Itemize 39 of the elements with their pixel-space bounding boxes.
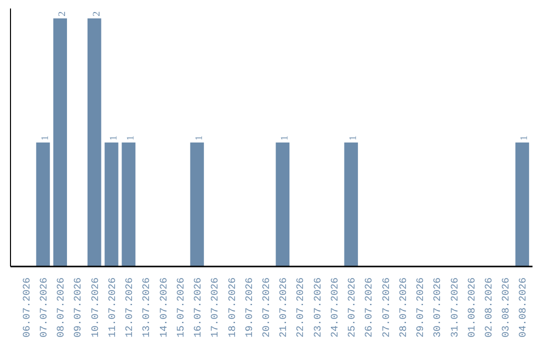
- x-tick-label: 13.07.2026: [142, 277, 154, 338]
- x-tick-label: 07.07.2026: [40, 277, 51, 338]
- x-tick-label: 25.07.2026: [348, 277, 359, 338]
- x-tick-label: 15.07.2026: [176, 277, 188, 338]
- x-tick-label: 03.08.2026: [502, 277, 513, 338]
- x-tick-label: 16.07.2026: [194, 277, 205, 338]
- x-tick-label: 24.07.2026: [330, 277, 342, 338]
- x-tick-label: 14.07.2026: [159, 277, 170, 338]
- data-label: 2: [57, 11, 68, 16]
- x-tick-label: 10.07.2026: [90, 277, 102, 338]
- x-tick-label: 27.07.2026: [382, 277, 393, 338]
- x-tick-label: 02.08.2026: [484, 277, 496, 338]
- x-tick-label: 19.07.2026: [244, 277, 256, 338]
- x-tick-label: 28.07.2026: [398, 277, 410, 338]
- x-tick-label: 11.07.2026: [108, 277, 119, 338]
- data-label: 1: [194, 135, 206, 140]
- x-tick-label: 22.07.2026: [296, 277, 308, 338]
- x-tick-label: 01.08.2026: [467, 277, 478, 338]
- data-label: 1: [519, 135, 530, 140]
- x-tick-label: 26.07.2026: [364, 277, 376, 338]
- x-tick-label: 06.07.2026: [22, 277, 34, 338]
- x-tick-label: 09.07.2026: [74, 277, 85, 338]
- x-tick-label: 17.07.2026: [210, 277, 222, 338]
- data-label: 1: [108, 135, 120, 140]
- data-label: 1: [348, 135, 360, 140]
- x-tick-label: 31.07.2026: [450, 277, 462, 338]
- x-tick-label: 12.07.2026: [125, 277, 136, 338]
- x-tick-label: 20.07.2026: [262, 277, 274, 338]
- data-label: 1: [126, 135, 137, 140]
- data-label: 1: [280, 135, 291, 140]
- x-tick-label: 18.07.2026: [228, 277, 239, 338]
- x-tick-label: 30.07.2026: [433, 277, 444, 338]
- x-tick-label: 21.07.2026: [279, 277, 290, 338]
- data-label: 1: [40, 135, 52, 140]
- data-label: 2: [91, 11, 102, 16]
- x-tick-label: 29.07.2026: [416, 277, 428, 338]
- x-tick-label: 23.07.2026: [313, 277, 324, 338]
- x-tick-label: 08.07.2026: [56, 277, 68, 338]
- x-tick-label: 04.08.2026: [518, 277, 530, 338]
